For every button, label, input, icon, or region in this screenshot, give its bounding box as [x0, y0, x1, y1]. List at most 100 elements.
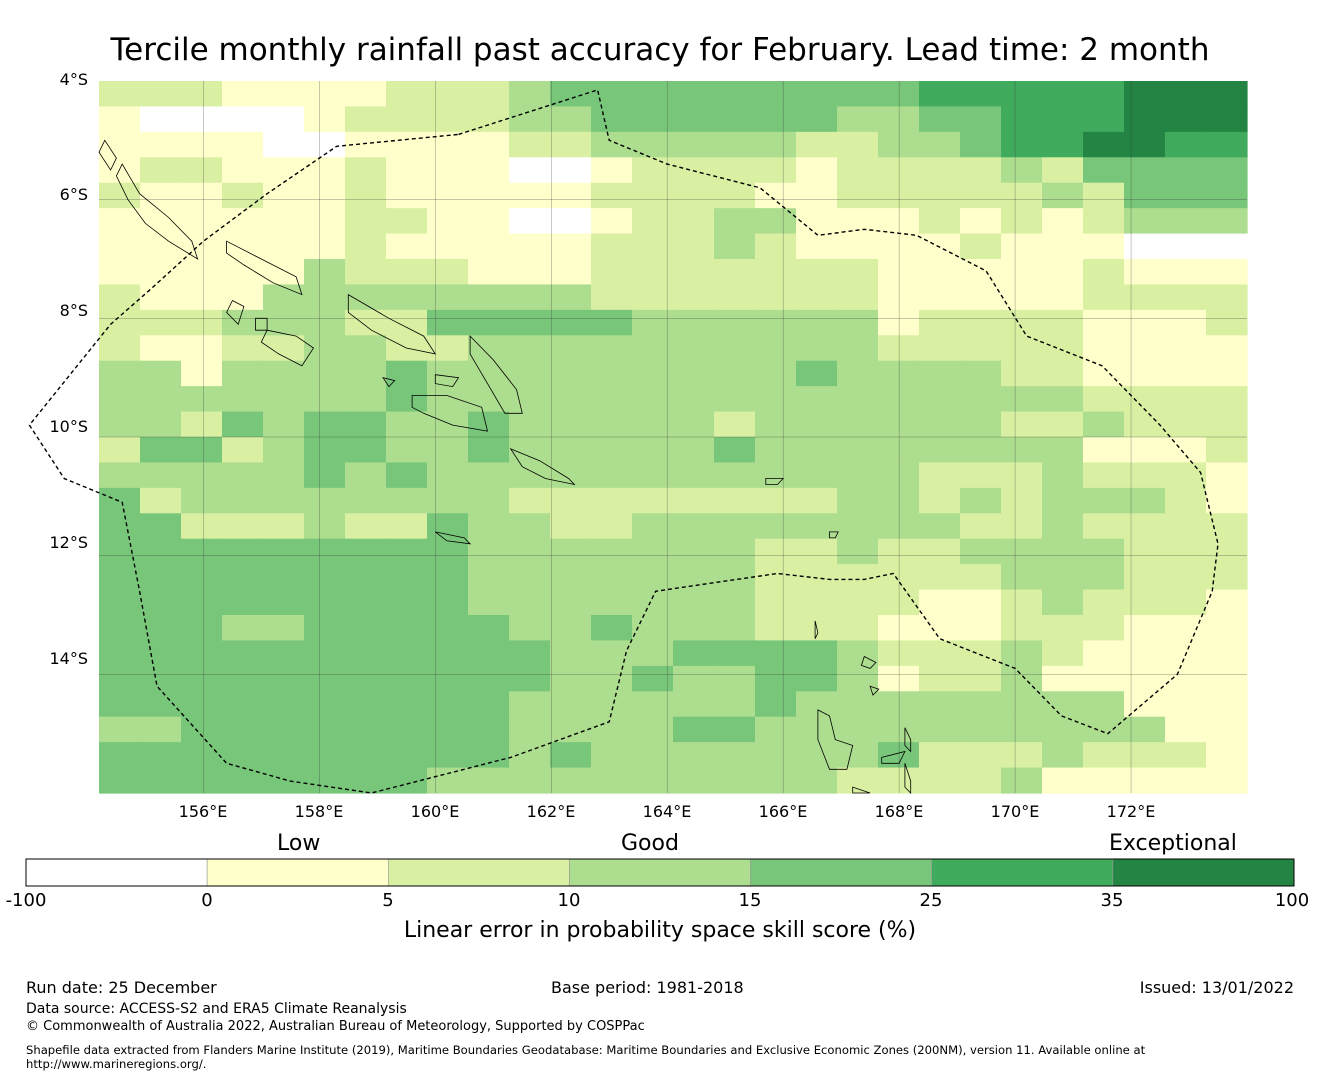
grid-cell — [673, 335, 715, 362]
grid-cell — [468, 81, 510, 108]
grid-cell — [99, 589, 141, 616]
grid-cell — [673, 386, 715, 413]
grid-cell — [509, 437, 551, 464]
grid-cell — [673, 360, 715, 387]
grid-cell — [591, 716, 633, 743]
grid-cell — [468, 640, 510, 667]
grid-cell — [181, 284, 223, 311]
grid-cell — [1124, 157, 1166, 184]
grid-cell — [632, 437, 674, 464]
grid-cell — [1124, 233, 1166, 260]
grid-cell — [632, 513, 674, 540]
grid-cell — [468, 665, 510, 692]
grid-cell — [509, 513, 551, 540]
grid-cell — [550, 564, 592, 591]
grid-cell — [878, 742, 920, 769]
grid-cell — [468, 564, 510, 591]
grid-cell — [591, 538, 633, 565]
grid-cell — [714, 259, 756, 286]
grid-cell — [1083, 437, 1125, 464]
grid-cell — [550, 131, 592, 158]
grid-cell — [591, 259, 633, 286]
grid-cell — [714, 81, 756, 108]
grid-cell — [468, 284, 510, 311]
grid-cell — [468, 716, 510, 743]
grid-cell — [1206, 538, 1248, 565]
grid-cell — [673, 742, 715, 769]
colorbar-swatch — [1112, 858, 1295, 887]
grid-cell — [304, 157, 346, 184]
grid-cell — [632, 81, 674, 108]
grid-cell — [386, 284, 428, 311]
grid-cell — [1124, 462, 1166, 489]
grid-cell — [591, 742, 633, 769]
grid-cell — [714, 742, 756, 769]
grid-cell — [427, 335, 469, 362]
run-date: Run date: 25 December — [26, 978, 217, 997]
grid-cell — [878, 487, 920, 514]
grid-cell — [140, 360, 182, 387]
grid-cell — [919, 284, 961, 311]
grid-cell — [1001, 640, 1043, 667]
grid-cell — [304, 564, 346, 591]
grid-cell — [878, 767, 920, 794]
grid-cell — [468, 615, 510, 642]
grid-cell — [1042, 691, 1084, 718]
grid-cell — [140, 742, 182, 769]
grid-cell — [1001, 513, 1043, 540]
grid-cell — [222, 131, 264, 158]
grid-cell — [99, 640, 141, 667]
grid-cell — [673, 538, 715, 565]
grid-cell — [632, 309, 674, 336]
grid-cell — [345, 589, 387, 616]
grid-cell — [263, 538, 305, 565]
grid-cell — [960, 106, 1002, 133]
grid-cell — [263, 742, 305, 769]
grid-cell — [1042, 716, 1084, 743]
grid-cell — [673, 284, 715, 311]
grid-cell — [1083, 208, 1125, 235]
grid-cell — [1124, 767, 1166, 794]
grid-cell — [181, 386, 223, 413]
grid-cell — [1124, 640, 1166, 667]
grid-cell — [1206, 157, 1248, 184]
grid-cell — [714, 411, 756, 438]
grid-cell — [1206, 182, 1248, 209]
grid-cell — [591, 513, 633, 540]
grid-cell — [468, 691, 510, 718]
grid-cell — [632, 182, 674, 209]
grid-cell — [632, 716, 674, 743]
grid-cell — [714, 716, 756, 743]
grid-cell — [632, 665, 674, 692]
grid-cell — [1042, 589, 1084, 616]
grid-cell — [509, 335, 551, 362]
grid-cell — [509, 462, 551, 489]
grid-cell — [99, 538, 141, 565]
grid-cell — [304, 81, 346, 108]
grid-cell — [140, 513, 182, 540]
grid-cell — [837, 615, 879, 642]
grid-cell — [1124, 208, 1166, 235]
grid-cell — [181, 564, 223, 591]
grid-cell — [304, 716, 346, 743]
island-guadalcanal — [411, 395, 489, 432]
grid-cell — [1042, 157, 1084, 184]
grid-cell — [99, 157, 141, 184]
colorbar-category-exceptional: Exceptional — [1109, 831, 1237, 856]
grid-cell — [222, 360, 264, 387]
grid-cell — [960, 487, 1002, 514]
grid-cell — [304, 513, 346, 540]
grid-cell — [140, 208, 182, 235]
grid-cell — [1165, 284, 1207, 311]
grid-cell — [304, 742, 346, 769]
grid-cell — [509, 615, 551, 642]
island-new-georgia — [260, 329, 315, 367]
grid-cell — [386, 462, 428, 489]
grid-cell — [796, 106, 838, 133]
grid-cell — [468, 157, 510, 184]
grid-cell — [140, 284, 182, 311]
grid-cell — [468, 742, 510, 769]
grid-cell — [796, 487, 838, 514]
grid-cell — [960, 589, 1002, 616]
